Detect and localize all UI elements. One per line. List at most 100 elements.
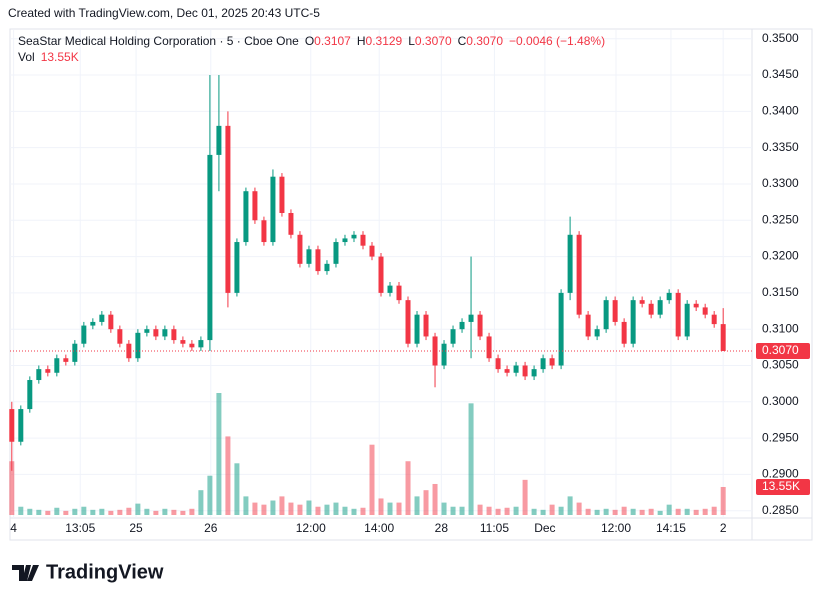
volume-bar bbox=[9, 461, 15, 515]
volume-bar bbox=[567, 496, 573, 515]
volume-bar bbox=[153, 510, 159, 515]
candle-body bbox=[405, 300, 411, 344]
candle-body bbox=[468, 314, 474, 322]
legend-item: 0.3129 bbox=[366, 34, 403, 48]
legend-item: O bbox=[305, 34, 314, 48]
legend-item: Vol bbox=[18, 50, 35, 64]
volume-bar bbox=[243, 496, 249, 515]
candle-body bbox=[657, 300, 663, 315]
legend-item: 0.3070 bbox=[466, 34, 503, 48]
volume-bar bbox=[342, 506, 348, 515]
volume-bar bbox=[549, 504, 555, 515]
candle-body bbox=[639, 300, 645, 304]
y-tick-label: 0.3400 bbox=[762, 104, 799, 118]
candle-body bbox=[126, 343, 132, 359]
volume-bar bbox=[135, 503, 141, 515]
candle-body bbox=[378, 256, 384, 293]
volume-bar bbox=[378, 498, 384, 515]
y-tick-label: 0.2950 bbox=[762, 430, 799, 444]
volume-bar bbox=[45, 510, 51, 515]
volume-bar bbox=[702, 508, 708, 515]
x-tick-label: 12:00 bbox=[601, 521, 631, 535]
volume-bar bbox=[315, 506, 321, 515]
candle-body bbox=[279, 176, 285, 213]
candle-body bbox=[81, 325, 87, 344]
candle-body bbox=[198, 340, 204, 348]
volume-bar bbox=[441, 502, 447, 515]
candle-body bbox=[324, 263, 330, 272]
y-tick-label: 0.3100 bbox=[762, 321, 799, 335]
volume-bar bbox=[297, 504, 303, 515]
candle-body bbox=[540, 358, 546, 370]
candle-body bbox=[63, 358, 69, 362]
volume-bar bbox=[675, 508, 681, 515]
last-volume-label: 13.55K bbox=[762, 479, 800, 493]
candle-body bbox=[360, 234, 366, 246]
volume-bar bbox=[531, 508, 537, 515]
candle-body bbox=[612, 300, 618, 322]
candle-body bbox=[423, 314, 429, 337]
candle-body bbox=[144, 329, 150, 333]
candle-body bbox=[387, 285, 393, 293]
legend-item: SeaStar Medical Holding Corporation · 5 … bbox=[18, 34, 299, 48]
candle-body bbox=[54, 358, 60, 373]
volume-bar bbox=[324, 504, 330, 515]
volume-bar bbox=[117, 509, 123, 515]
candle-body bbox=[396, 285, 402, 301]
candle-body bbox=[180, 340, 186, 344]
volume-bar bbox=[189, 508, 195, 515]
volume-bar bbox=[594, 509, 600, 515]
x-tick-label: 14:00 bbox=[364, 521, 394, 535]
legend-item: −0.0046 (−1.48%) bbox=[509, 34, 605, 48]
candle-body bbox=[585, 314, 591, 337]
volume-bar bbox=[621, 506, 627, 515]
volume-bar bbox=[90, 509, 96, 515]
candle-body bbox=[243, 191, 249, 243]
volume-bar bbox=[486, 506, 492, 515]
volume-bar bbox=[648, 508, 654, 515]
y-tick-label: 0.3150 bbox=[762, 285, 799, 299]
volume-bar bbox=[612, 509, 618, 515]
y-tick-label: 0.3300 bbox=[762, 176, 799, 190]
legend-item: C bbox=[458, 34, 467, 48]
candle-body bbox=[567, 234, 573, 293]
x-tick-label: Dec bbox=[534, 521, 555, 535]
candle-body bbox=[234, 242, 240, 293]
last-price-tag bbox=[756, 342, 810, 359]
volume-bar bbox=[423, 490, 429, 515]
caption: Created with TradingView.com, Dec 01, 20… bbox=[8, 6, 320, 20]
legend-title: SeaStar Medical Holding Corporation · 5 … bbox=[18, 34, 605, 48]
candle-body bbox=[459, 321, 465, 330]
candle-body bbox=[72, 343, 78, 362]
x-tick-label: 11:05 bbox=[480, 521, 509, 535]
candle-body bbox=[18, 409, 24, 442]
volume-bar bbox=[216, 393, 222, 515]
candle-body bbox=[720, 324, 726, 351]
volume-bar bbox=[504, 507, 510, 515]
candle-body bbox=[693, 303, 699, 308]
candle-body bbox=[684, 303, 690, 337]
volume-bar bbox=[126, 507, 132, 515]
volume-bar bbox=[432, 483, 438, 515]
x-tick-label: 25 bbox=[129, 521, 143, 535]
y-tick-label: 0.3050 bbox=[762, 358, 799, 372]
candle-body bbox=[306, 249, 312, 264]
frame bbox=[9, 28, 813, 541]
volume-bar bbox=[684, 508, 690, 515]
candle-body bbox=[252, 191, 258, 221]
volume-bar bbox=[693, 509, 699, 515]
volume-bar bbox=[81, 506, 87, 515]
volume-bar bbox=[540, 509, 546, 515]
candle-body bbox=[108, 314, 114, 330]
volume-bar bbox=[603, 508, 609, 515]
brand: TradingView bbox=[46, 561, 164, 583]
volume-bar bbox=[351, 508, 357, 515]
volume-bar bbox=[225, 436, 231, 515]
candle-body bbox=[297, 234, 303, 264]
candle-body bbox=[270, 176, 276, 243]
volume-bar bbox=[720, 486, 726, 515]
y-tick-label: 0.2900 bbox=[762, 467, 799, 481]
candle-body bbox=[531, 369, 537, 377]
candle-body bbox=[333, 242, 339, 264]
